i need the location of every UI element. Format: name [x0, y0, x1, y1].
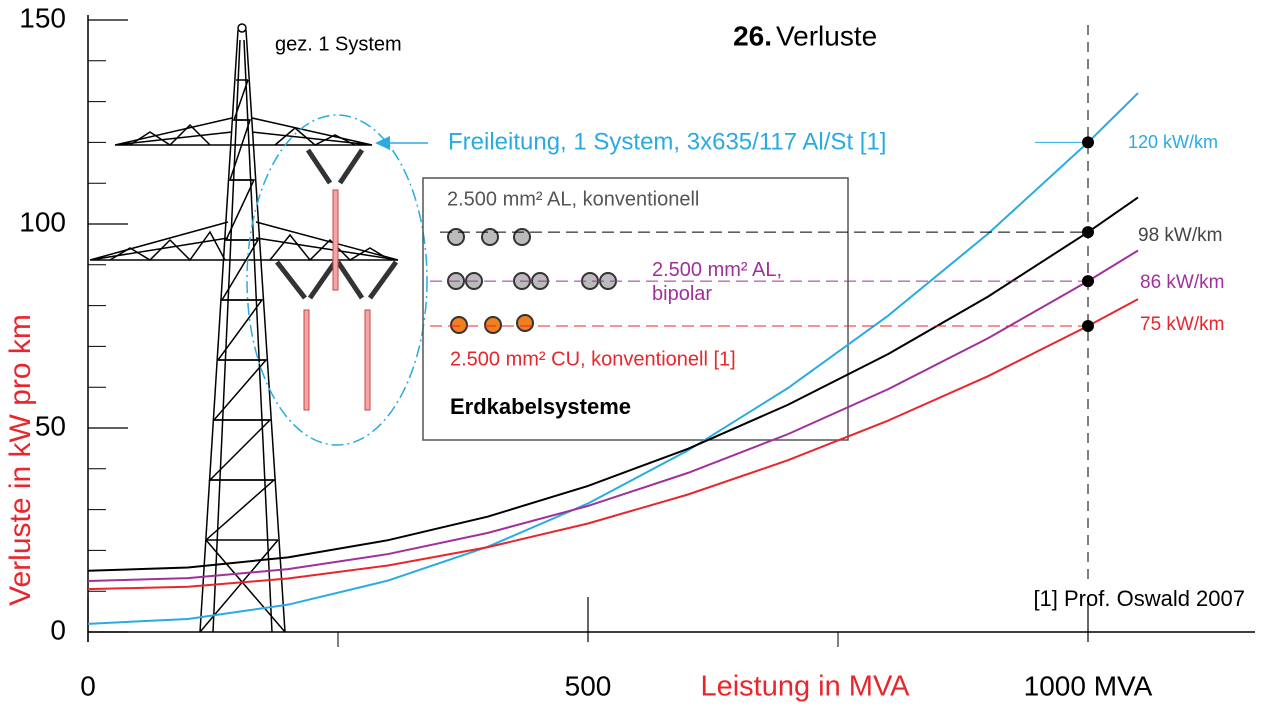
x-tick-label: 500 — [565, 670, 612, 701]
chart: 26. Verluste gez. 1 System Erdkabelsyste… — [0, 0, 1271, 706]
source: [1] Prof. Oswald 2007 — [1033, 586, 1245, 611]
box-title: Erdkabelsysteme — [450, 394, 631, 419]
title-number: 26. — [733, 20, 772, 51]
legend-entry: 2.500 mm² AL, bipolar — [652, 258, 842, 306]
data-point — [1082, 226, 1094, 238]
legend-entry: 2.500 mm² AL, konventionell — [447, 188, 699, 210]
page: 26. Verluste gez. 1 System Erdkabelsyste… — [0, 0, 1271, 706]
y-tick-label: 50 — [35, 410, 66, 441]
y-tick-label: 100 — [19, 206, 66, 237]
legend-entry: 2.500 mm² CU, konventionell [1] — [450, 348, 736, 370]
y-tick-label: 150 — [19, 2, 66, 33]
y-axis-label: Verluste in kW pro km — [4, 314, 37, 606]
legend-entry: Freileitung, 1 System, 3x635/117 Al/St [… — [448, 128, 886, 155]
x-tick-label: 0 — [80, 670, 96, 701]
y-tick-label: 0 — [50, 614, 66, 645]
tower — [90, 24, 398, 632]
x-tick-label: 1000 MVA — [1024, 670, 1153, 701]
chart-title: Verluste — [776, 20, 877, 51]
data-point — [1082, 275, 1094, 287]
data-point — [1082, 136, 1094, 148]
value-label: 86 kW/km — [1140, 272, 1224, 293]
x-axis-label: Leistung in MVA — [700, 671, 910, 703]
value-label: 75 kW/km — [1140, 314, 1224, 335]
conductors — [304, 190, 370, 410]
value-label: 98 kW/km — [1138, 225, 1222, 246]
tower-label: gez. 1 System — [275, 33, 402, 55]
data-point — [1082, 320, 1094, 332]
value-label: 120 kW/km — [1128, 132, 1218, 152]
